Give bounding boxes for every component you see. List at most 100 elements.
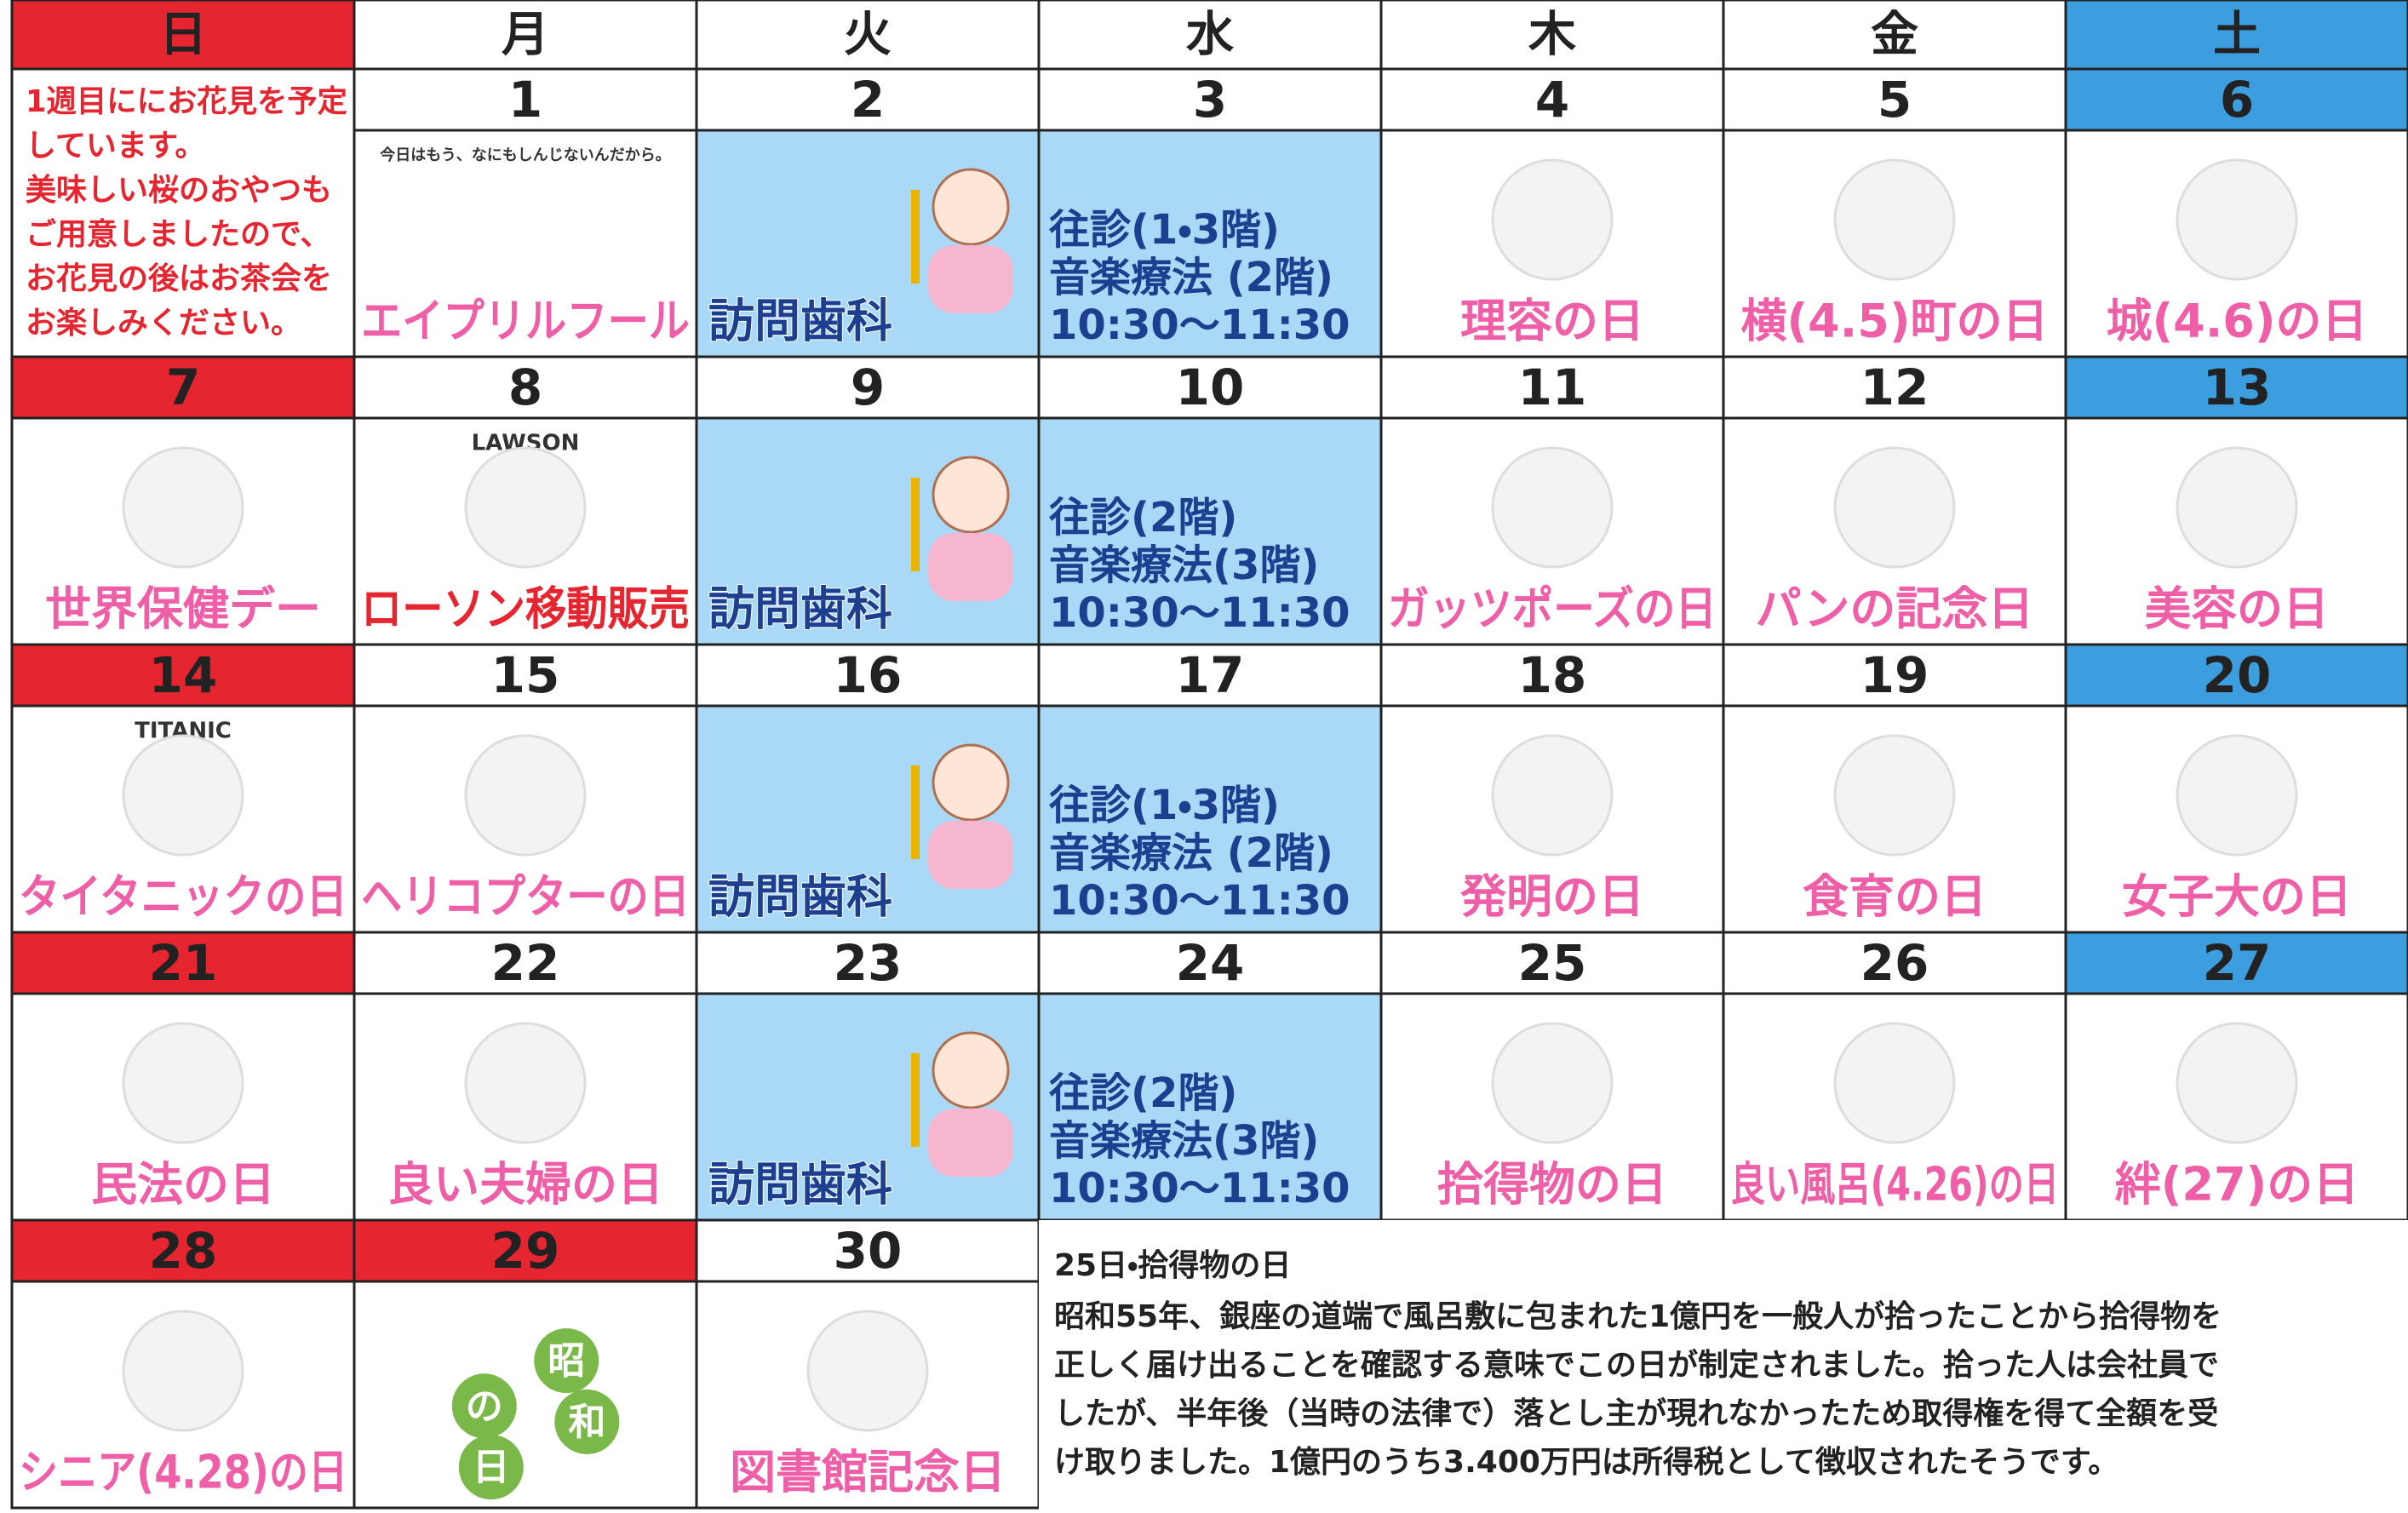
char-circle — [554, 1389, 620, 1454]
date: 17 — [1176, 646, 1245, 704]
date: 16 — [834, 646, 903, 704]
illustration — [1491, 734, 1614, 857]
illustration — [2176, 158, 2298, 281]
date: 6 — [2220, 71, 2254, 129]
date: 25 — [1518, 934, 1587, 992]
date-cell — [695, 355, 1041, 420]
date-cell — [2064, 931, 2408, 995]
header-cell — [10, 0, 356, 71]
date: 3 — [1193, 71, 1227, 129]
note-line: 昭和55年、銀座の道端で風呂敷に包まれた1億円を一般人が拾ったことから拾得物を — [1054, 1299, 2222, 1334]
schedule-line: 10:30～11:30 — [1049, 301, 1350, 349]
image-char: の — [466, 1384, 503, 1428]
note-box — [1039, 1220, 2408, 1510]
content-cell — [353, 129, 698, 358]
date-cell — [1379, 67, 1725, 132]
weekday: 日 — [159, 8, 207, 63]
schedule-line: 往診(1・3階) — [1048, 206, 1280, 254]
date-cell — [1722, 643, 2067, 708]
date-cell — [1037, 931, 1383, 995]
content-cell — [1037, 416, 1383, 646]
illustration — [464, 1022, 587, 1144]
toothbrush — [911, 478, 920, 571]
header-cell — [1037, 0, 1383, 71]
date: 27 — [2203, 934, 2272, 992]
schedule-line: 10:30～11:30 — [1049, 1165, 1350, 1212]
day-label: 城(4.6)の日 — [2106, 295, 2367, 348]
day-label: 民法の日 — [91, 1158, 275, 1212]
date-cell — [2064, 643, 2408, 708]
face — [932, 1031, 1010, 1109]
day-label: 訪問歯科 — [708, 582, 892, 636]
day-label: 発明の日 — [1460, 870, 1644, 924]
content-cell — [1037, 992, 1383, 1222]
header-cell — [353, 0, 698, 71]
memo-line: しています。 — [26, 129, 205, 163]
date-cell — [1722, 355, 2067, 420]
date: 21 — [149, 934, 218, 992]
memo-line: ご用意しましたので、 — [26, 217, 331, 252]
schedule-line: 往診(1・3階) — [1048, 782, 1280, 829]
header-cell — [1379, 0, 1725, 71]
schedule-line: 音楽療法 (2階) — [1049, 829, 1333, 877]
toothbrush — [911, 190, 920, 284]
body — [928, 533, 1013, 601]
date-cell — [2064, 355, 2408, 420]
date: 11 — [1518, 358, 1587, 416]
date: 20 — [2203, 646, 2272, 704]
dentist-illustration — [911, 456, 1013, 601]
date-cell — [1037, 643, 1383, 708]
header-cell — [2064, 0, 2408, 71]
illustration — [2176, 1022, 2298, 1144]
content-cell — [1037, 704, 1383, 934]
face — [932, 743, 1010, 822]
schedule-line: 音楽療法(3階) — [1049, 1117, 1319, 1165]
dentist-illustration — [911, 168, 1013, 313]
date: 15 — [491, 646, 560, 704]
schedule-line: 10:30～11:30 — [1049, 589, 1350, 637]
face — [932, 456, 1010, 534]
weekday: 金 — [1871, 8, 1918, 63]
date-cell — [1037, 355, 1383, 420]
day-label: 訪問歯科 — [708, 1158, 892, 1212]
date-cell — [353, 1218, 698, 1283]
date: 1 — [508, 71, 542, 129]
illustration — [1491, 158, 1614, 281]
date: 8 — [508, 358, 542, 416]
memo-line: お楽しみください。 — [26, 306, 301, 341]
date: 13 — [2203, 358, 2272, 416]
image-char: 昭 — [548, 1339, 585, 1383]
header-cell — [695, 0, 1041, 71]
body — [928, 821, 1013, 889]
day-label: 理容の日 — [1460, 295, 1644, 348]
image-char: 和 — [568, 1401, 605, 1444]
day-label: 図書館記念日 — [730, 1446, 1006, 1499]
date-cell — [10, 1218, 356, 1283]
day-label: 横(4.5)町の日 — [1740, 295, 2048, 348]
memo-line: 美味しい桜のおやつも — [26, 173, 332, 208]
day-label: タイタニックの日 — [19, 870, 347, 924]
date-cell — [1722, 67, 2067, 132]
content-cell — [1037, 129, 1383, 358]
date: 28 — [149, 1222, 218, 1280]
toothbrush — [911, 1053, 920, 1147]
date: 2 — [851, 71, 885, 129]
day-label: 絆(27)の日 — [2115, 1158, 2359, 1212]
schedule-line: 往診(2階) — [1048, 1069, 1237, 1117]
day-label: シニア(4.28)の日 — [19, 1446, 347, 1499]
char-circle — [451, 1373, 517, 1439]
day-label: 女子大の日 — [2122, 870, 2352, 924]
char-circle — [458, 1435, 524, 1500]
day-label: エイプリルフール — [361, 295, 690, 348]
day-label: 拾得物の日 — [1437, 1158, 1667, 1212]
date: 18 — [1518, 646, 1587, 704]
body — [928, 1109, 1013, 1177]
note-line: け取りました。1億円のうち3.400万円は所得税として徴収されたそうです。 — [1054, 1445, 2118, 1480]
date: 29 — [491, 1222, 560, 1280]
char-circle — [534, 1328, 599, 1394]
illustration — [122, 446, 244, 569]
date: 26 — [1860, 934, 1929, 992]
day-label: 美容の日 — [2145, 582, 2329, 636]
schedule-line: 10:30～11:30 — [1049, 877, 1350, 925]
illustration — [464, 734, 587, 857]
